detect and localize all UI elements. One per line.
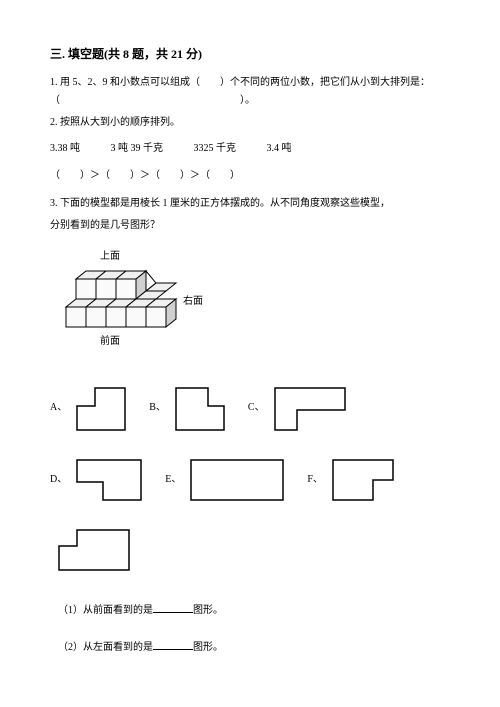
label-top: 上面 (100, 250, 120, 262)
q2-item-b: 3 吨 39 千克 (111, 143, 164, 154)
shape-c (271, 384, 349, 434)
option-f: F、 (307, 456, 397, 504)
question-2: 2. 按照从大到小的顺序排列。 (50, 114, 450, 132)
blank-1 (153, 603, 193, 613)
question-1: 1. 用 5、2、9 和小数点可以组成（ ）个不同的两位小数，把它们从小到大排列… (50, 74, 450, 110)
answer-1-prefix: （1）从前面看到的是 (58, 605, 153, 616)
section-title: 三. 填空题(共 8 题，共 21 分) (50, 45, 450, 62)
option-a: A、 (50, 384, 129, 434)
question-3-sub: 分别看到的是几号图形？ (50, 217, 450, 235)
shape-f (329, 456, 397, 504)
shapes-row-1: A、 B、 C、 (50, 384, 450, 434)
extra-shape (55, 526, 450, 579)
q2-item-d: 3.4 吨 (267, 143, 292, 154)
cube-model: 上面 (58, 249, 450, 364)
option-f-label: F、 (307, 456, 323, 485)
option-d-label: D、 (50, 456, 67, 485)
answer-2: （2）从左面看到的是 图形。 (58, 638, 450, 653)
shape-b (172, 384, 228, 434)
label-right: 右面 (183, 294, 203, 307)
answer-1-suffix: 图形。 (193, 605, 223, 616)
blank-2 (153, 640, 193, 650)
shape-e (187, 456, 287, 504)
label-front: 前面 (100, 334, 120, 347)
q2-items: 3.38 吨 3 吨 39 千克 3325 千克 3.4 吨 (50, 140, 450, 158)
question-3: 3. 下面的模型都是用棱长 1 厘米的正方体摆成的。从不同角度观察这些模型， (50, 195, 450, 213)
shapes-row-2: D、 E、 F、 (50, 456, 450, 504)
option-b-label: B、 (149, 384, 166, 413)
q2-item-c: 3325 千克 (194, 143, 237, 154)
option-e: E、 (165, 456, 287, 504)
answer-2-suffix: 图形。 (193, 642, 223, 653)
answer-2-prefix: （2）从左面看到的是 (58, 642, 153, 653)
option-c-label: C、 (248, 384, 265, 413)
option-c: C、 (248, 384, 349, 434)
q2-blanks: （ ）＞（ ）＞（ ）＞（ ） (50, 166, 450, 181)
shape-d (73, 456, 145, 504)
shape-a (73, 384, 129, 434)
option-b: B、 (149, 384, 228, 434)
option-d: D、 (50, 456, 145, 504)
option-e-label: E、 (165, 456, 181, 485)
q2-item-a: 3.38 吨 (50, 143, 80, 154)
answer-1: （1）从前面看到的是 图形。 (58, 601, 450, 616)
option-a-label: A、 (50, 384, 67, 413)
